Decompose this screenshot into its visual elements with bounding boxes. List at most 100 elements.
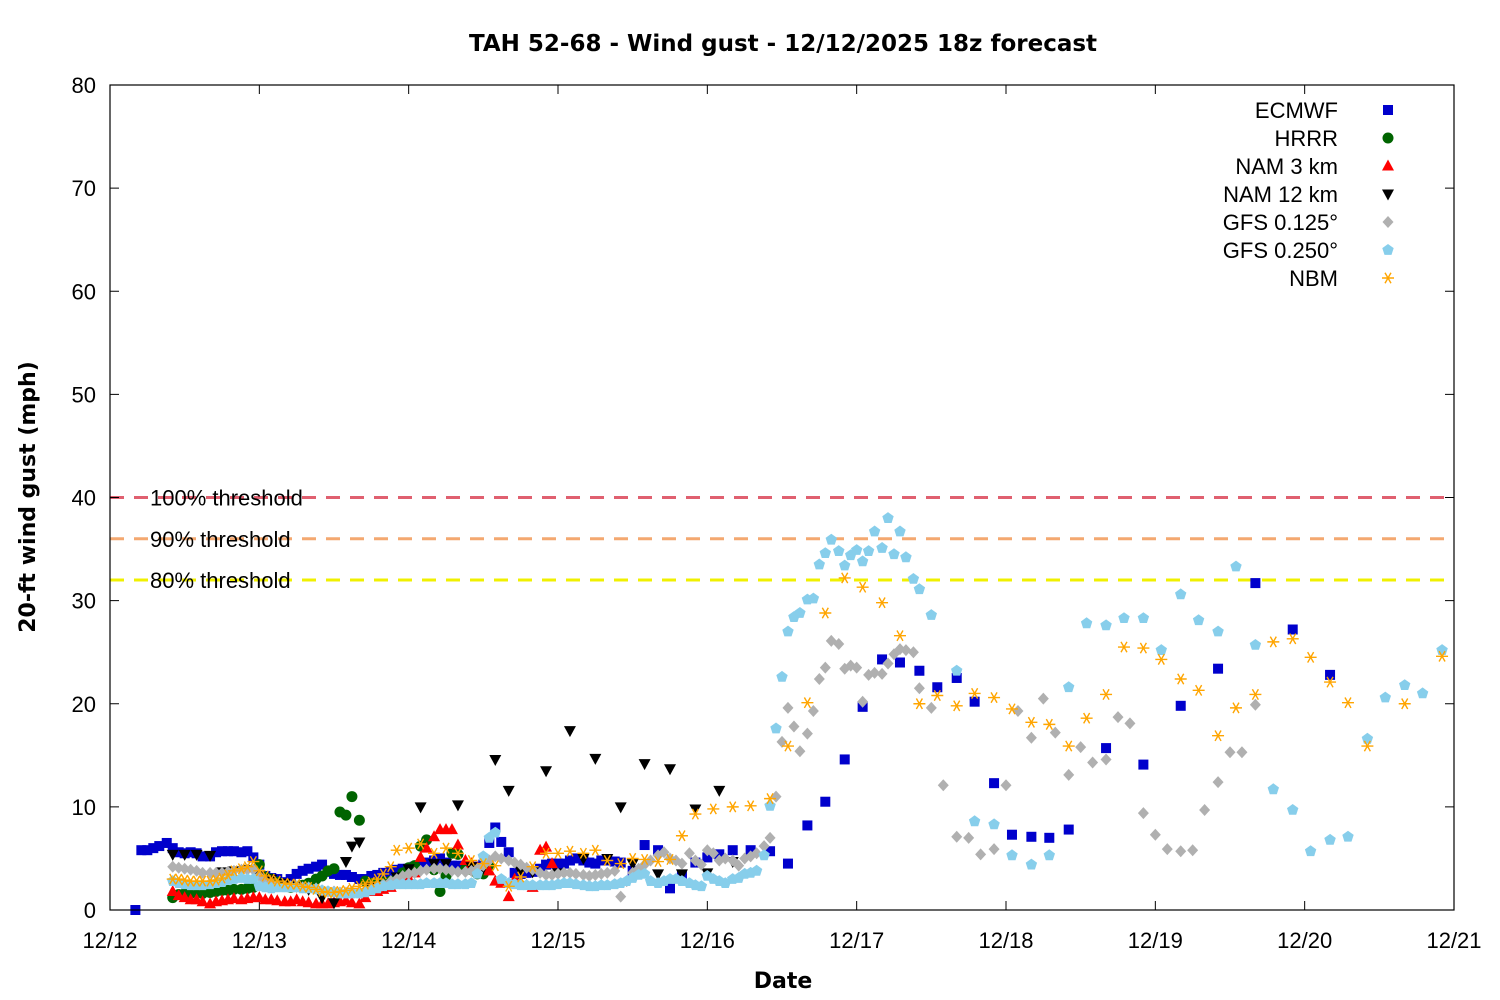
data-point bbox=[1006, 849, 1018, 861]
data-point bbox=[1249, 698, 1261, 711]
data-point bbox=[452, 865, 464, 878]
data-point bbox=[744, 800, 757, 812]
data-point bbox=[1325, 669, 1336, 680]
data-point bbox=[781, 740, 794, 752]
data-point bbox=[1287, 804, 1299, 815]
data-point bbox=[820, 796, 831, 807]
data-point bbox=[900, 551, 912, 563]
data-point bbox=[353, 897, 366, 909]
data-point bbox=[452, 878, 464, 890]
data-point bbox=[584, 857, 595, 868]
data-point bbox=[541, 859, 552, 870]
chart-title: TAH 52-68 - Wind gust - 12/12/2025 18z f… bbox=[469, 31, 1097, 57]
data-point bbox=[1137, 642, 1150, 654]
data-point bbox=[489, 754, 502, 766]
data-point bbox=[197, 851, 208, 862]
legend-label: GFS 0.250° bbox=[1223, 238, 1338, 263]
data-point bbox=[1224, 746, 1236, 759]
legend-marker bbox=[1382, 159, 1394, 171]
data-point bbox=[1175, 700, 1186, 711]
data-point bbox=[1192, 614, 1205, 626]
data-point bbox=[1361, 740, 1374, 752]
y-tick-label: 70 bbox=[72, 176, 96, 201]
data-point bbox=[1304, 845, 1317, 857]
x-tick-label: 12/18 bbox=[978, 928, 1033, 953]
data-point bbox=[609, 856, 620, 867]
data-point bbox=[770, 722, 782, 734]
data-point bbox=[1192, 684, 1205, 696]
data-point bbox=[420, 841, 433, 853]
data-point bbox=[440, 842, 452, 854]
data-point bbox=[204, 875, 217, 887]
data-point bbox=[664, 764, 676, 776]
data-point bbox=[333, 885, 346, 898]
data-point bbox=[1037, 692, 1049, 705]
data-point bbox=[346, 872, 357, 882]
data-point bbox=[1199, 803, 1211, 816]
data-point bbox=[1229, 702, 1242, 714]
data-point bbox=[589, 844, 602, 856]
data-point bbox=[782, 625, 794, 637]
data-point bbox=[638, 867, 651, 879]
data-point bbox=[496, 836, 507, 847]
data-point bbox=[794, 745, 806, 758]
data-point bbox=[1138, 759, 1149, 770]
data-point bbox=[1341, 697, 1354, 709]
data-point bbox=[421, 834, 433, 846]
data-point bbox=[1324, 676, 1337, 688]
data-point bbox=[876, 597, 889, 609]
data-point bbox=[345, 896, 358, 908]
data-point bbox=[758, 840, 770, 853]
data-point bbox=[465, 877, 478, 888]
x-tick-label: 12/14 bbox=[381, 928, 436, 953]
data-point bbox=[564, 855, 575, 866]
data-point bbox=[601, 866, 613, 879]
data-point bbox=[563, 845, 576, 857]
data-point bbox=[546, 857, 559, 869]
data-point bbox=[652, 869, 665, 881]
data-point bbox=[782, 701, 794, 714]
data-point bbox=[764, 793, 777, 805]
data-point bbox=[211, 847, 222, 858]
data-point bbox=[354, 874, 365, 885]
data-point bbox=[345, 882, 358, 894]
data-point bbox=[750, 864, 763, 876]
data-point bbox=[445, 823, 458, 835]
data-point bbox=[271, 894, 284, 906]
data-point bbox=[1175, 845, 1187, 858]
data-point bbox=[614, 802, 627, 814]
data-point bbox=[589, 753, 602, 765]
data-point bbox=[707, 803, 720, 815]
data-point bbox=[893, 630, 906, 642]
legend-label: NAM 12 km bbox=[1223, 182, 1338, 207]
data-point bbox=[894, 525, 906, 537]
data-point bbox=[414, 850, 427, 862]
data-point bbox=[577, 847, 590, 859]
data-point bbox=[683, 847, 695, 860]
data-point bbox=[291, 868, 302, 879]
data-point bbox=[1137, 612, 1150, 623]
data-point bbox=[907, 573, 920, 584]
data-point bbox=[1100, 619, 1112, 631]
data-point bbox=[1155, 653, 1168, 665]
data-point bbox=[1230, 560, 1242, 572]
data-point bbox=[190, 849, 203, 861]
data-point bbox=[241, 861, 254, 873]
data-point bbox=[248, 852, 259, 863]
data-point bbox=[334, 869, 345, 880]
data-point bbox=[813, 673, 825, 685]
data-point bbox=[1155, 644, 1167, 655]
data-point bbox=[185, 847, 196, 858]
data-point bbox=[540, 766, 553, 778]
data-point bbox=[801, 697, 814, 709]
data-point bbox=[285, 874, 296, 885]
data-point bbox=[888, 548, 900, 560]
data-point bbox=[1063, 681, 1075, 693]
data-point bbox=[385, 866, 396, 877]
data-point bbox=[745, 845, 756, 856]
data-point bbox=[1026, 831, 1037, 842]
x-tick-label: 12/19 bbox=[1128, 928, 1183, 953]
data-point bbox=[384, 861, 397, 873]
data-point bbox=[178, 849, 191, 861]
data-point bbox=[167, 843, 178, 854]
